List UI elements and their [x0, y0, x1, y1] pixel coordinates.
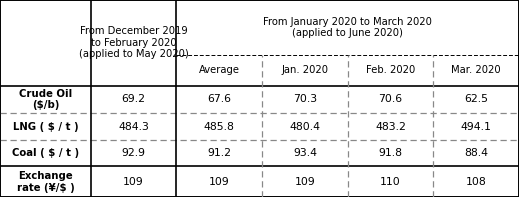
- Text: 93.4: 93.4: [293, 148, 317, 158]
- Text: 484.3: 484.3: [118, 122, 149, 132]
- Text: 483.2: 483.2: [375, 122, 406, 132]
- Text: 494.1: 494.1: [461, 122, 491, 132]
- Text: 88.4: 88.4: [464, 148, 488, 158]
- Text: 108: 108: [466, 177, 486, 187]
- Text: Mar. 2020: Mar. 2020: [452, 65, 501, 75]
- Text: 91.2: 91.2: [207, 148, 231, 158]
- Text: 62.5: 62.5: [464, 95, 488, 104]
- Text: 70.3: 70.3: [293, 95, 317, 104]
- Text: 480.4: 480.4: [290, 122, 320, 132]
- Text: 67.6: 67.6: [207, 95, 231, 104]
- Text: Exchange
rate (¥/$ ): Exchange rate (¥/$ ): [17, 171, 74, 192]
- Text: 69.2: 69.2: [121, 95, 146, 104]
- Text: 109: 109: [124, 177, 144, 187]
- Text: Average: Average: [199, 65, 240, 75]
- Text: LNG ( $ / t ): LNG ( $ / t ): [12, 122, 78, 132]
- Text: Feb. 2020: Feb. 2020: [366, 65, 415, 75]
- Text: 91.8: 91.8: [378, 148, 403, 158]
- Text: Crude Oil
($/b): Crude Oil ($/b): [19, 89, 72, 110]
- Text: From December 2019
to February 2020
(applied to May 2020): From December 2019 to February 2020 (app…: [79, 26, 188, 59]
- Text: 110: 110: [380, 177, 401, 187]
- Text: From January 2020 to March 2020
(applied to June 2020): From January 2020 to March 2020 (applied…: [263, 17, 432, 38]
- Text: Coal ( $ / t ): Coal ( $ / t ): [12, 148, 79, 158]
- Text: 70.6: 70.6: [378, 95, 403, 104]
- Text: 109: 109: [209, 177, 229, 187]
- Text: 92.9: 92.9: [121, 148, 146, 158]
- Text: 109: 109: [295, 177, 315, 187]
- Text: Jan. 2020: Jan. 2020: [281, 65, 329, 75]
- Text: 485.8: 485.8: [204, 122, 235, 132]
